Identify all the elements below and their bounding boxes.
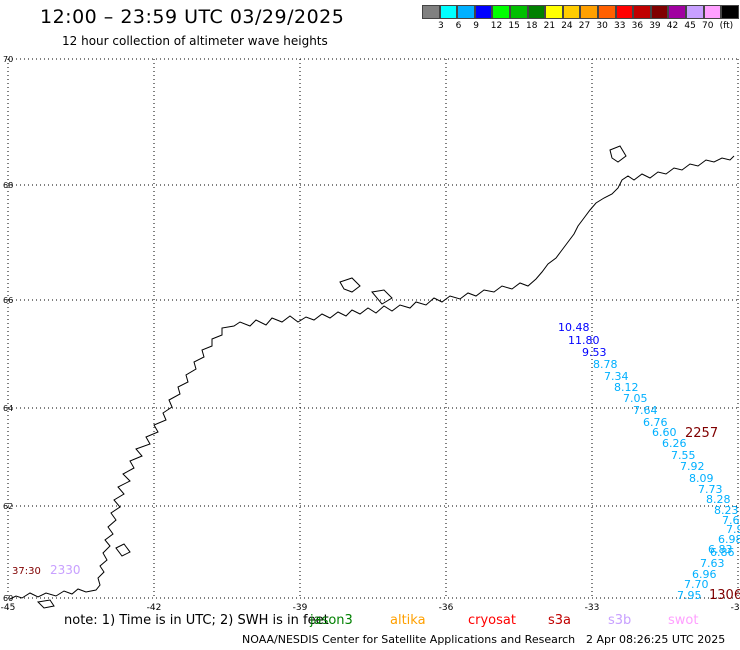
satellite-jason3: jason3 [310,613,353,628]
wave-height-label: 6.60 [652,426,677,439]
legend-swatch [457,5,475,19]
longitude-label: -45 [1,603,16,613]
legend-swatch [422,5,440,19]
legend-label: 12 [490,21,503,31]
wave-height-label: 6.98 [718,533,740,546]
wave-height-label: 8.78 [593,358,618,371]
latitude-label: 66 [3,296,13,305]
map-axis-labels: 70 68 66 64 62 60-45 -42 -39 -36 -33 -30 [1,55,740,613]
legend-label: 39 [649,21,661,31]
wave-height-label: 7.95 [677,589,702,602]
wave-height-readings: 10.4811.809.538.787.348.127.057.646.766.… [558,321,740,602]
greenland-coastline [9,155,735,600]
map-grid [7,58,739,599]
legend-label: 18 [526,21,538,31]
wave-height-label: 7.64 [633,404,658,417]
legend-label: 36 [631,21,644,31]
legend-swatch [633,5,651,19]
legend-swatch [474,5,493,19]
legend-label: 70 [702,21,714,31]
legend-label: 33 [614,21,626,31]
legend-label: 21 [543,21,556,31]
wave-height-label: 11.80 [568,334,600,347]
generation-timestamp: 2 Apr 08:26:25 UTC 2025 [586,633,726,646]
legend-swatch [509,5,528,19]
latitude-label: 62 [3,502,13,511]
legend-label: 24 [561,21,573,31]
wave-height-label: 7.70 [684,578,709,591]
longitude-label: -33 [585,603,600,613]
legend-label: 42 [666,21,679,31]
legend-label: 27 [578,21,591,31]
wave-height-label: 6.83 [708,543,733,556]
pass-time-label: 1306 [709,588,740,603]
legend-swatch [685,5,704,19]
satellite-s3a: s3a [548,613,572,628]
legend-label: 6 [455,21,462,31]
footer-note: note: 1) Time is in UTC; 2) SWH is in fe… [64,613,329,628]
wave-height-label: 8.09 [689,472,714,485]
color-scale-legend [422,5,739,19]
wave-height-label: 6.76 [643,416,668,429]
wave-height-label: 7.92 [680,460,705,473]
legend-swatch [439,5,458,19]
legend-label: 30 [596,21,608,31]
wave-height-label: 8.28 [706,493,731,506]
satellite-cryosat: cryosat [468,613,516,628]
credit-line: NOAA/NESDIS Center for Satellite Applica… [242,633,576,646]
wave-height-label: 7.9 [726,523,740,536]
wave-height-label: 7.05 [623,392,648,405]
legend-swatch [703,5,722,19]
legend-label: 15 [508,21,520,31]
pass-time-label: 37:30 [12,566,41,577]
longitude-label: -36 [439,603,454,613]
latitude-label: 60 [3,594,13,603]
longitude-label: -30 [731,603,740,613]
page-title: 12:00 – 23:59 UTC 03/29/2025 [40,6,345,28]
legend-label: 3 [438,21,444,31]
wave-height-label: 9.53 [582,346,607,359]
satellite-s3b: s3b [608,613,632,628]
wave-height-label: 7.73 [698,483,723,496]
legend-swatch [650,5,669,19]
legend-label: (ft) [719,21,734,31]
latitude-label: 64 [3,404,13,413]
legend-swatch [597,5,616,19]
page-subtitle: 12 hour collection of altimeter wave hei… [62,34,328,48]
pass-time-label: 2257 [685,426,718,441]
legend-swatch [545,5,563,19]
wave-height-label: 6.26 [662,437,687,450]
wave-height-label: 10.48 [558,321,590,334]
longitude-label: -39 [293,603,308,613]
legend-swatch [492,5,510,19]
legend-swatch [615,5,634,19]
wave-height-label: 7.34 [604,370,629,383]
wave-height-label: 8.23 [714,504,739,517]
legend-label: 9 [473,21,479,31]
legend-swatch [580,5,598,19]
wave-height-label: 8.12 [614,381,639,394]
wave-height-label: 7.55 [671,449,696,462]
wave-height-label: 6.96 [692,568,717,581]
coastline-islands [36,145,627,609]
pass-time-labels: 2257 1306 37:30 2330 [12,426,740,603]
color-scale-labels: 3 6 9 12 15 18 21 24 27 30 33 36 39 42 45 70 (ft) [422,21,740,35]
legend-swatch [721,5,739,19]
longitude-label: -42 [147,603,162,613]
latitude-label: 68 [3,181,13,190]
wave-height-label: 7.6 [722,514,740,527]
wave-height-label: 6.86 [710,546,735,559]
wave-height-label: 7.63 [700,557,725,570]
legend-label: 45 [684,21,696,31]
satellite-altika: altika [390,613,426,628]
latitude-label: 70 [3,55,13,64]
satellite-swot: swot [668,613,699,628]
legend-swatch [527,5,546,19]
pass-time-label: 2330 [50,563,81,577]
legend-swatch [562,5,581,19]
legend-swatch [668,5,686,19]
